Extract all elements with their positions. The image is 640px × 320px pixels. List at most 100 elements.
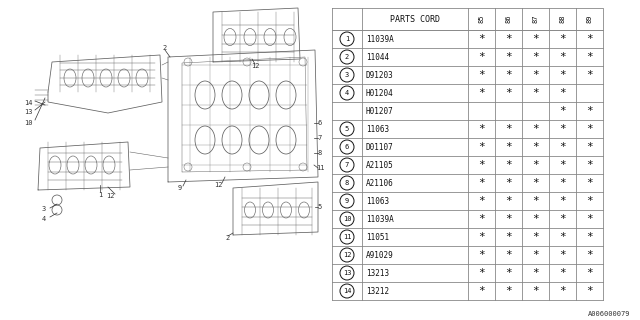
Text: *: *	[586, 142, 593, 152]
Text: *: *	[478, 250, 485, 260]
Text: *: *	[532, 268, 539, 278]
Text: *: *	[478, 196, 485, 206]
Text: 88: 88	[559, 15, 566, 23]
Text: *: *	[532, 250, 539, 260]
Text: 8: 8	[345, 180, 349, 186]
Text: *: *	[559, 196, 566, 206]
Text: *: *	[532, 142, 539, 152]
Text: *: *	[586, 70, 593, 80]
Text: 11063: 11063	[366, 124, 389, 133]
Text: *: *	[505, 214, 512, 224]
Text: *: *	[559, 232, 566, 242]
Text: *: *	[478, 70, 485, 80]
Text: *: *	[559, 106, 566, 116]
Text: A006000079: A006000079	[588, 311, 630, 317]
Text: 7: 7	[318, 135, 322, 141]
Text: *: *	[586, 178, 593, 188]
Text: *: *	[478, 178, 485, 188]
Text: *: *	[559, 124, 566, 134]
Text: *: *	[478, 160, 485, 170]
Text: 7: 7	[345, 162, 349, 168]
Text: *: *	[505, 286, 512, 296]
Text: *: *	[559, 34, 566, 44]
Text: 11: 11	[316, 165, 324, 171]
Text: *: *	[505, 178, 512, 188]
Text: 5: 5	[345, 126, 349, 132]
Text: *: *	[505, 70, 512, 80]
Text: 12: 12	[214, 182, 222, 188]
Text: *: *	[532, 88, 539, 98]
Text: *: *	[478, 34, 485, 44]
Text: 4: 4	[345, 90, 349, 96]
Text: 2: 2	[163, 45, 167, 51]
Text: 1: 1	[98, 192, 102, 198]
Text: *: *	[586, 250, 593, 260]
Text: 87: 87	[532, 15, 538, 23]
Text: 85: 85	[479, 15, 484, 23]
Text: *: *	[586, 106, 593, 116]
Text: 13: 13	[343, 270, 351, 276]
Text: A21106: A21106	[366, 179, 394, 188]
Text: 89: 89	[586, 15, 593, 23]
Text: 11044: 11044	[366, 52, 389, 61]
Text: H01204: H01204	[366, 89, 394, 98]
Text: *: *	[532, 178, 539, 188]
Text: *: *	[559, 178, 566, 188]
Text: 9: 9	[178, 185, 182, 191]
Text: *: *	[559, 160, 566, 170]
Text: 2: 2	[226, 235, 230, 241]
Text: *: *	[478, 286, 485, 296]
Text: *: *	[586, 52, 593, 62]
Text: *: *	[559, 250, 566, 260]
Text: A91029: A91029	[366, 251, 394, 260]
Text: 86: 86	[506, 15, 511, 23]
Text: 5: 5	[318, 204, 322, 210]
Text: *: *	[505, 34, 512, 44]
Text: H01207: H01207	[366, 107, 394, 116]
Text: 3: 3	[345, 72, 349, 78]
Text: *: *	[586, 232, 593, 242]
Text: 9: 9	[345, 198, 349, 204]
Text: 14: 14	[343, 288, 351, 294]
Text: *: *	[478, 232, 485, 242]
Text: *: *	[559, 286, 566, 296]
Text: *: *	[478, 268, 485, 278]
Text: *: *	[532, 232, 539, 242]
Text: D01107: D01107	[366, 142, 394, 151]
Text: *: *	[505, 160, 512, 170]
Text: *: *	[559, 70, 566, 80]
Text: *: *	[559, 268, 566, 278]
Text: *: *	[478, 124, 485, 134]
Text: *: *	[505, 52, 512, 62]
Text: *: *	[505, 124, 512, 134]
Text: *: *	[532, 124, 539, 134]
Text: 2: 2	[345, 54, 349, 60]
Text: *: *	[586, 286, 593, 296]
Text: 6: 6	[345, 144, 349, 150]
Text: *: *	[586, 160, 593, 170]
Text: 3: 3	[42, 206, 46, 212]
Text: *: *	[505, 88, 512, 98]
Text: 11051: 11051	[366, 233, 389, 242]
Text: *: *	[586, 214, 593, 224]
Text: 13213: 13213	[366, 268, 389, 277]
Text: *: *	[532, 196, 539, 206]
Text: *: *	[478, 214, 485, 224]
Text: D91203: D91203	[366, 70, 394, 79]
Text: *: *	[559, 88, 566, 98]
Text: 4: 4	[42, 216, 46, 222]
Text: *: *	[478, 88, 485, 98]
Text: *: *	[559, 214, 566, 224]
Text: 11: 11	[343, 234, 351, 240]
Text: 12: 12	[343, 252, 351, 258]
Text: 11039A: 11039A	[366, 35, 394, 44]
Text: 10: 10	[24, 120, 32, 126]
Text: *: *	[532, 52, 539, 62]
Text: 13212: 13212	[366, 286, 389, 295]
Text: 1: 1	[345, 36, 349, 42]
Text: *: *	[532, 214, 539, 224]
Text: PARTS CORD: PARTS CORD	[390, 14, 440, 23]
Text: *: *	[559, 52, 566, 62]
Text: *: *	[532, 34, 539, 44]
Text: 11063: 11063	[366, 196, 389, 205]
